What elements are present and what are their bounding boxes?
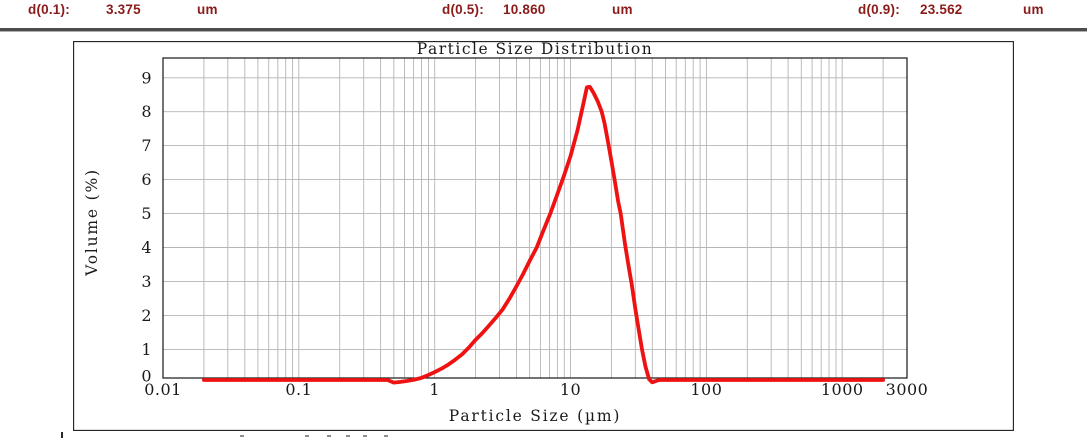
y-tick-label: 8 [141,102,152,121]
d10-unit: um [197,2,218,17]
header-separator [0,28,1087,31]
next-section-edge [61,432,63,438]
d10-label: d(0.1): [28,2,70,17]
d10-value: 3.375 [106,2,141,17]
x-tick-label: 3000 [886,380,929,399]
particle-size-distribution-chart: Particle Size Distribution Particle Size … [73,41,1014,431]
x-tick-label: 1000 [821,380,864,399]
x-axis-label: Particle Size (µm) [449,407,621,425]
y-tick-label: 1 [141,340,152,359]
x-tick-label: 10 [560,380,581,399]
x-tick-label: 0.01 [144,380,182,399]
d50-label: d(0.5): [442,2,484,17]
y-tick-label: 3 [141,272,152,291]
y-tick-label: 4 [141,238,152,257]
y-tick-label: 9 [141,68,152,87]
volume-curve [201,85,885,385]
chart-title: Particle Size Distribution [417,41,654,58]
d90-value: 23.562 [920,2,963,17]
y-tick-label: 2 [141,306,152,325]
x-tick-label: 0.1 [285,380,312,399]
chart-frame [73,41,1014,431]
d90-unit: um [1023,2,1044,17]
d50-value: 10.860 [503,2,546,17]
y-tick-label: 0 [141,367,152,386]
y-tick-label: 5 [141,204,152,223]
d50-unit: um [612,2,633,17]
plot-border [162,57,908,379]
x-tick-label: 1 [429,380,440,399]
y-axis-label: Volume (%) [83,168,101,277]
header-separator-shadow [0,31,1087,32]
x-tick-label: 100 [690,380,722,399]
d90-label: d(0.9): [858,2,900,17]
y-tick-label: 7 [141,136,152,155]
y-tick-label: 6 [141,170,152,189]
